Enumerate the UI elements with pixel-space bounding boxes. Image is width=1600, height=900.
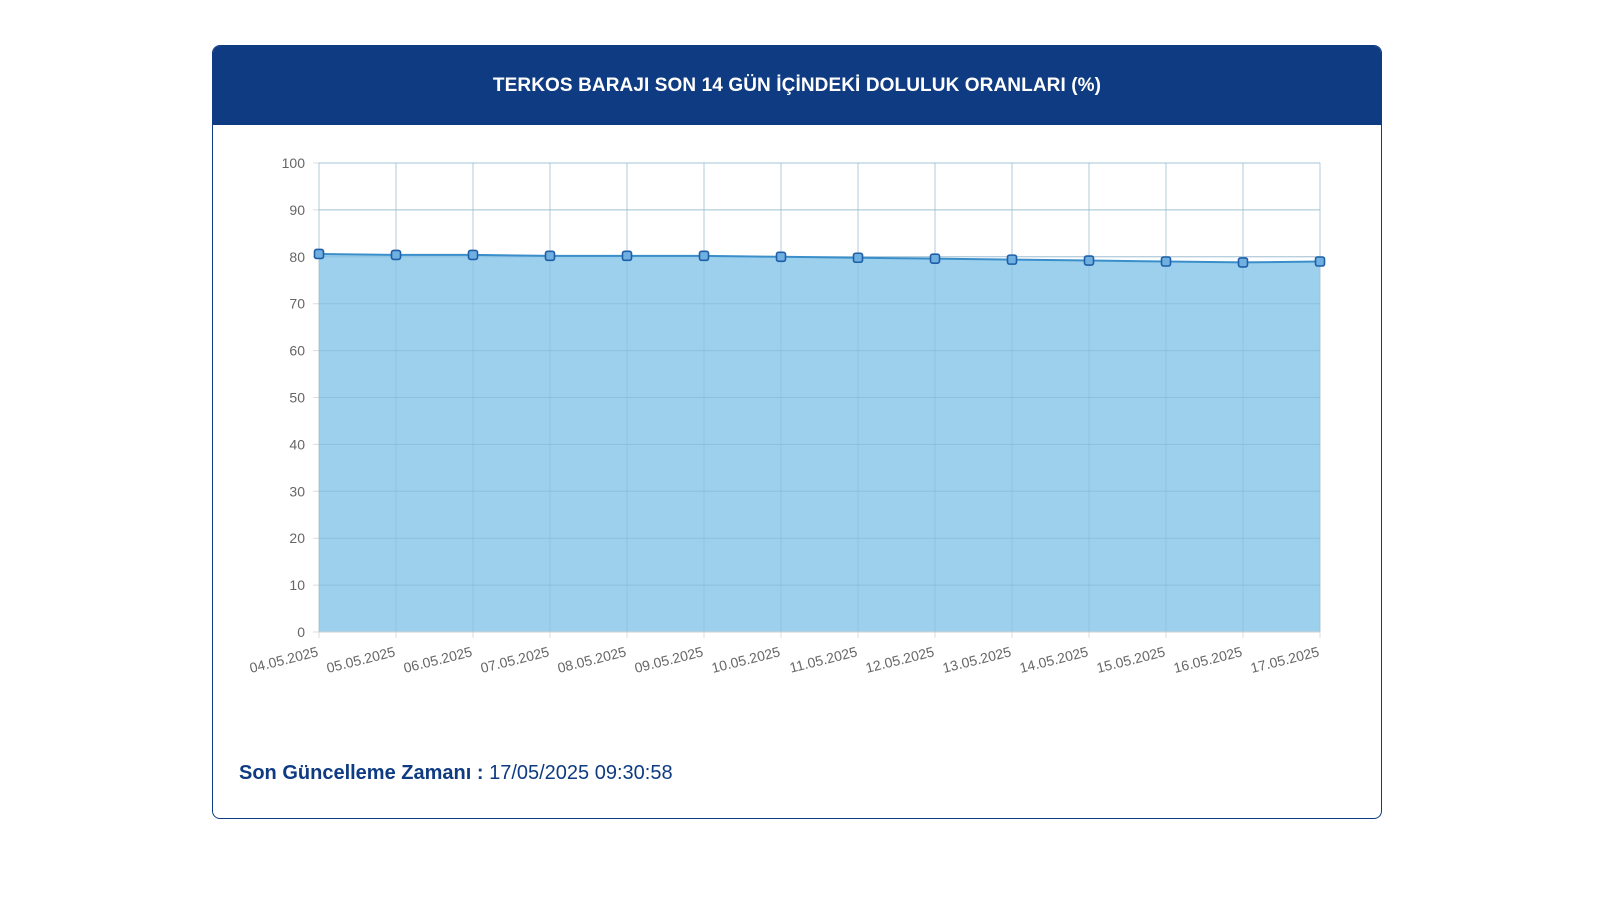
x-tick-label: 17.05.2025 bbox=[1249, 643, 1321, 676]
x-tick-label: 15.05.2025 bbox=[1095, 643, 1167, 676]
y-tick-label: 30 bbox=[289, 483, 305, 499]
y-tick-label: 50 bbox=[289, 390, 305, 406]
y-tick-label: 100 bbox=[282, 155, 306, 171]
chart-card: TERKOS BARAJI SON 14 GÜN İÇİNDEKİ DOLULU… bbox=[212, 45, 1382, 819]
data-point[interactable] bbox=[1314, 256, 1326, 267]
y-axis-ticks: 0 10 20 30 40 50 60 70 80 90 100 bbox=[282, 155, 306, 640]
x-tick-label: 07.05.2025 bbox=[479, 643, 551, 676]
last-update: Son Güncelleme Zamanı : 17/05/2025 09:30… bbox=[239, 762, 673, 785]
x-tick-label: 14.05.2025 bbox=[1018, 643, 1090, 676]
chart-area: 0 10 20 30 40 50 60 70 80 90 100 04.05.2025 05.05.2… bbox=[213, 125, 1381, 745]
data-point[interactable] bbox=[698, 250, 710, 262]
data-point[interactable] bbox=[621, 250, 633, 262]
data-point[interactable] bbox=[467, 249, 479, 261]
data-point[interactable] bbox=[775, 251, 787, 263]
last-update-value: 17/05/2025 09:30:58 bbox=[489, 762, 673, 784]
data-point[interactable] bbox=[1237, 257, 1249, 268]
x-axis-ticks: 04.05.2025 05.05.2025 06.05.2025 07.05.2025… bbox=[248, 643, 1321, 676]
x-tick-label: 13.05.2025 bbox=[941, 643, 1013, 676]
y-tick-label: 40 bbox=[289, 436, 305, 452]
chart-title: TERKOS BARAJI SON 14 GÜN İÇİNDEKİ DOLULU… bbox=[213, 46, 1381, 125]
data-point[interactable] bbox=[313, 248, 325, 260]
data-point[interactable] bbox=[852, 252, 864, 264]
data-point[interactable] bbox=[929, 253, 941, 264]
y-tick-label: 80 bbox=[289, 249, 305, 265]
y-tick-label: 70 bbox=[289, 296, 305, 312]
data-markers bbox=[313, 248, 1326, 268]
area-series bbox=[318, 162, 1321, 633]
x-tick-label: 04.05.2025 bbox=[248, 643, 320, 676]
x-tick-label: 10.05.2025 bbox=[710, 643, 782, 676]
data-point[interactable] bbox=[1006, 254, 1018, 265]
x-tick-label: 12.05.2025 bbox=[864, 643, 936, 676]
y-tick-label: 10 bbox=[289, 577, 305, 593]
x-tick-label: 08.05.2025 bbox=[556, 643, 628, 676]
y-tick-label: 90 bbox=[289, 202, 305, 218]
x-tick-label: 05.05.2025 bbox=[325, 643, 397, 676]
area-fill bbox=[319, 253, 1320, 632]
y-tick-label: 60 bbox=[289, 343, 305, 359]
series-line bbox=[318, 252, 1321, 264]
area-chart: 0 10 20 30 40 50 60 70 80 90 100 04.05.2025 05.05.2… bbox=[248, 155, 1326, 676]
x-tick-label: 06.05.2025 bbox=[402, 643, 474, 676]
data-point[interactable] bbox=[1083, 255, 1095, 266]
x-tick-label: 16.05.2025 bbox=[1172, 643, 1244, 676]
x-tick-label: 09.05.2025 bbox=[633, 643, 705, 676]
y-tick-label: 0 bbox=[297, 624, 305, 640]
x-tick-label: 11.05.2025 bbox=[788, 643, 859, 675]
data-point[interactable] bbox=[544, 250, 556, 262]
data-point[interactable] bbox=[390, 249, 402, 261]
y-tick-label: 20 bbox=[289, 530, 305, 546]
last-update-label: Son Güncelleme Zamanı : bbox=[239, 762, 484, 784]
data-point[interactable] bbox=[1160, 256, 1172, 267]
